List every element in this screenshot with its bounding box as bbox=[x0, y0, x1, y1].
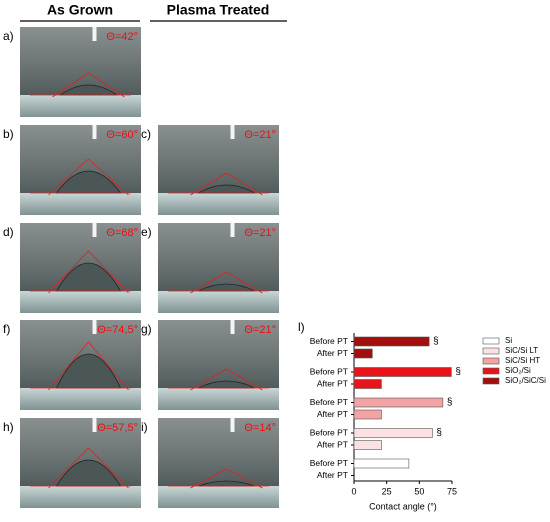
angle-label: Θ=68° bbox=[106, 227, 138, 239]
needle bbox=[230, 418, 235, 432]
panel-label: l) bbox=[298, 320, 305, 334]
substrate bbox=[20, 388, 141, 410]
tangent bbox=[30, 341, 131, 391]
substrate bbox=[158, 388, 279, 410]
tangent bbox=[30, 72, 131, 98]
droplet bbox=[55, 353, 122, 389]
bar bbox=[353, 379, 382, 389]
bar bbox=[353, 440, 382, 450]
angle-label: Θ=60° bbox=[106, 129, 138, 141]
tangent bbox=[30, 250, 131, 294]
tangent bbox=[168, 172, 269, 196]
bar bbox=[353, 409, 382, 420]
panel-label: b) bbox=[3, 127, 14, 141]
bar bbox=[353, 367, 452, 377]
angle-label: Θ=14° bbox=[244, 422, 276, 434]
annotation: § bbox=[455, 367, 461, 378]
legend-label: SiO₂/Si bbox=[505, 366, 531, 375]
x-axis-label: Contact angle (°) bbox=[369, 501, 437, 511]
needle bbox=[230, 223, 235, 237]
category-label: After PT bbox=[317, 439, 348, 449]
legend-label: Si bbox=[505, 336, 512, 345]
annotation: § bbox=[433, 336, 439, 347]
panel-label: g) bbox=[141, 322, 152, 336]
category-label: After PT bbox=[317, 470, 348, 480]
x-tick-label: 0 bbox=[351, 486, 356, 496]
bar bbox=[353, 336, 430, 347]
category-label: After PT bbox=[317, 348, 348, 358]
droplet bbox=[55, 170, 122, 194]
angle-label: Θ=21° bbox=[244, 324, 276, 336]
category-label: Before PT bbox=[310, 397, 348, 407]
category-label: After PT bbox=[317, 378, 348, 388]
x-tick-label: 50 bbox=[414, 486, 424, 496]
needle bbox=[92, 320, 97, 334]
header: As Grown bbox=[47, 2, 113, 18]
bar bbox=[353, 428, 433, 438]
tangent bbox=[168, 368, 269, 391]
droplet bbox=[55, 262, 122, 292]
bar bbox=[353, 458, 410, 469]
panel-label: f) bbox=[3, 322, 10, 336]
legend-swatch bbox=[482, 367, 500, 375]
legend-label: SiO₂/SiC/Si bbox=[505, 376, 546, 385]
legend-label: SiC/Si HT bbox=[505, 356, 540, 365]
panel-label: h) bbox=[3, 420, 14, 434]
bar bbox=[353, 348, 373, 359]
panel-label: e) bbox=[141, 225, 152, 239]
tangent bbox=[30, 158, 131, 196]
tangent bbox=[30, 447, 131, 489]
substrate bbox=[20, 95, 141, 117]
substrate bbox=[158, 486, 279, 508]
header: Plasma Treated bbox=[167, 2, 270, 18]
angle-label: Θ=21° bbox=[244, 129, 276, 141]
x-tick-label: 25 bbox=[382, 486, 392, 496]
category-label: Before PT bbox=[310, 427, 348, 437]
needle bbox=[92, 418, 97, 432]
angle-label: Θ=42° bbox=[106, 31, 138, 43]
bar bbox=[353, 397, 444, 408]
needle bbox=[230, 125, 235, 139]
category-label: After PT bbox=[317, 409, 348, 419]
panel-label: c) bbox=[141, 127, 151, 141]
legend-swatch bbox=[482, 357, 500, 365]
legend-swatch bbox=[482, 377, 500, 385]
substrate bbox=[158, 291, 279, 313]
needle bbox=[92, 223, 97, 237]
tangent bbox=[168, 271, 269, 294]
angle-label: Θ=57,5° bbox=[97, 422, 138, 434]
x-tick-label: 75 bbox=[447, 486, 457, 496]
droplet bbox=[55, 459, 122, 487]
tangent bbox=[168, 468, 269, 489]
panel-label: d) bbox=[3, 225, 14, 239]
angle-label: Θ=21° bbox=[244, 227, 276, 239]
legend-swatch bbox=[482, 347, 500, 355]
angle-label: Θ=74,5° bbox=[97, 324, 138, 336]
category-label: Before PT bbox=[310, 366, 348, 376]
legend-label: SiC/Si LT bbox=[505, 346, 538, 355]
panel-label: i) bbox=[141, 420, 148, 434]
annotation: § bbox=[447, 397, 453, 408]
substrate bbox=[20, 486, 141, 508]
legend-swatch bbox=[482, 337, 500, 345]
category-label: Before PT bbox=[310, 336, 348, 346]
substrate bbox=[20, 193, 141, 215]
substrate bbox=[20, 291, 141, 313]
panel-label: a) bbox=[3, 29, 14, 43]
needle bbox=[92, 27, 97, 41]
needle bbox=[92, 125, 97, 139]
needle bbox=[230, 320, 235, 334]
annotation: § bbox=[436, 428, 442, 439]
substrate bbox=[158, 193, 279, 215]
category-label: Before PT bbox=[310, 458, 348, 468]
